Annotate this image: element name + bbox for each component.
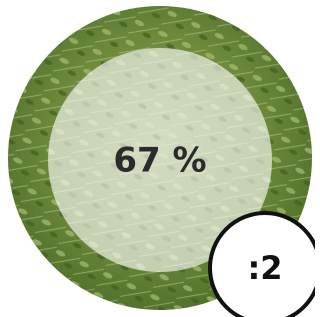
progress-widget: 67 % :2: [0, 0, 315, 317]
page: {"progress": {"label": "67 %"}, "badge":…: [0, 0, 315, 317]
progress-label: 67 %: [113, 141, 206, 181]
badge-label: :2: [247, 249, 282, 287]
